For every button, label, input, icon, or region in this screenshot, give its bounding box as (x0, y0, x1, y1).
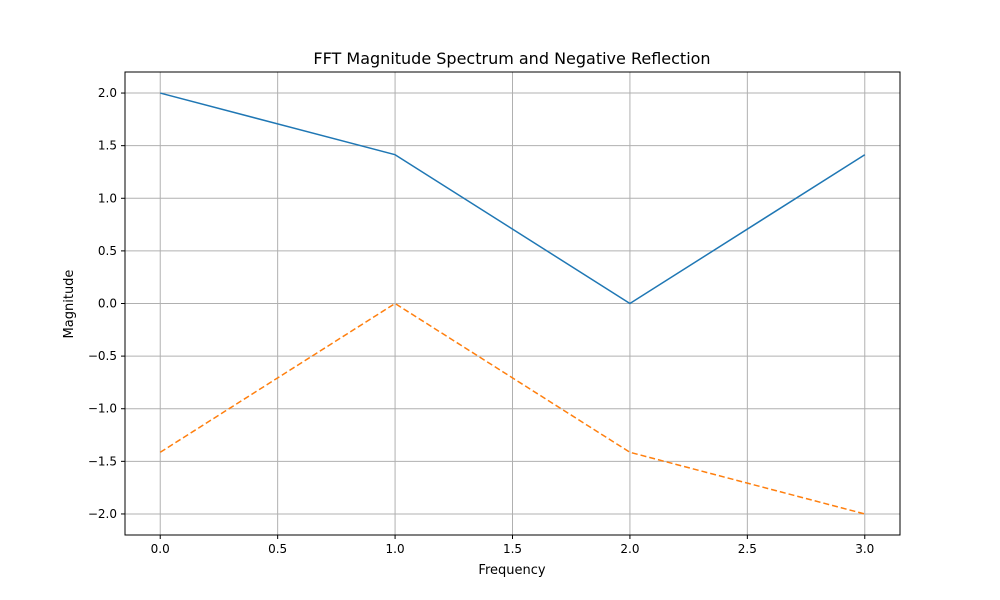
y-tick-label: −1.5 (88, 454, 117, 468)
y-tick-label: 0.5 (98, 244, 117, 258)
negative-reflection-series-line (159, 302, 865, 515)
x-tick-label: 2.5 (738, 542, 757, 556)
y-tick-label: 1.0 (98, 191, 117, 205)
y-tick-label: 1.5 (98, 139, 117, 153)
x-tick-label: 1.0 (386, 542, 405, 556)
y-tick-label: 2.0 (98, 86, 117, 100)
series-layer (159, 92, 866, 515)
tick-layer: 0.0 0.5 1.0 1.5 2.0 2.5 3.0 2.0 1.5 1.0 0.5 0.0 −0.5… (88, 86, 874, 556)
y-axis-label: Magnitude (62, 270, 77, 339)
y-tick-label: −1.0 (88, 402, 117, 416)
x-tick-label: 3.0 (855, 542, 874, 556)
x-axis-label: Frequency (478, 563, 545, 578)
chart-title: FFT Magnitude Spectrum and Negative Refl… (313, 49, 710, 68)
magnitude-series-line (160, 92, 866, 305)
x-tick-label: 0.0 (151, 542, 170, 556)
y-tick-label: 0.0 (98, 297, 117, 311)
x-tick-label: 2.0 (620, 542, 639, 556)
y-tick-label: −2.0 (88, 507, 117, 521)
x-tick-label: 0.5 (268, 542, 287, 556)
x-tick-label: 1.5 (503, 542, 522, 556)
grid-layer (125, 72, 900, 535)
y-tick-label: −0.5 (88, 349, 117, 363)
